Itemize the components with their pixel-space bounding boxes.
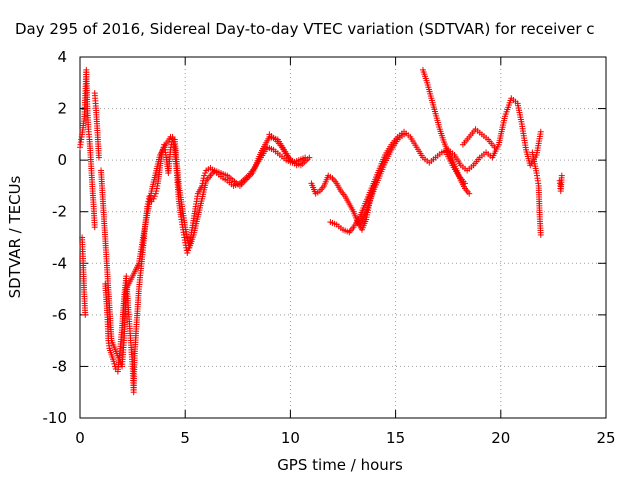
y-tick-label: -10	[43, 409, 68, 427]
y-tick-label: -4	[52, 254, 67, 272]
data-point	[184, 249, 191, 256]
data-point	[95, 154, 102, 161]
data-point	[462, 180, 469, 187]
data-point	[558, 172, 565, 179]
data-point	[82, 311, 89, 318]
data-point	[306, 154, 313, 161]
data-point	[491, 144, 498, 151]
x-tick-label: 10	[281, 429, 300, 447]
axis-ticks: 0 5 10 15 20 25 -10 -8 -6 -4 -2 0 2 4	[43, 48, 616, 447]
x-tick-label: 20	[491, 429, 510, 447]
x-tick-label: 0	[75, 429, 85, 447]
data-point	[466, 190, 473, 197]
data-point	[185, 247, 192, 254]
y-tick-label: 2	[57, 100, 67, 118]
data-point	[202, 170, 209, 177]
data-point	[91, 224, 98, 231]
data-point	[200, 175, 207, 182]
data-point	[150, 195, 157, 202]
data-point	[111, 360, 118, 367]
data-point	[201, 172, 208, 179]
y-tick-label: -8	[52, 357, 67, 375]
x-tick-label: 25	[596, 429, 615, 447]
x-axis-label: GPS time / hours	[277, 456, 403, 474]
plot-frame	[79, 56, 607, 419]
y-tick-label: -2	[52, 203, 67, 221]
data-point	[151, 193, 158, 200]
data-point	[110, 358, 117, 365]
x-tick-label: 15	[386, 429, 405, 447]
data-point	[154, 182, 161, 189]
y-axis-label: SDTVAR / TECUs	[6, 175, 24, 298]
data-point	[537, 231, 544, 238]
data-point	[537, 128, 544, 135]
grid-lines	[80, 57, 606, 418]
data-point	[401, 131, 408, 138]
y-tick-label: -6	[52, 306, 67, 324]
data-points	[77, 66, 565, 396]
y-tick-label: 0	[57, 151, 67, 169]
x-tick-label: 5	[180, 429, 190, 447]
data-point	[112, 363, 119, 370]
chart-title: Day 295 of 2016, Sidereal Day-to-day VTE…	[15, 20, 595, 38]
y-tick-label: 4	[57, 48, 67, 66]
